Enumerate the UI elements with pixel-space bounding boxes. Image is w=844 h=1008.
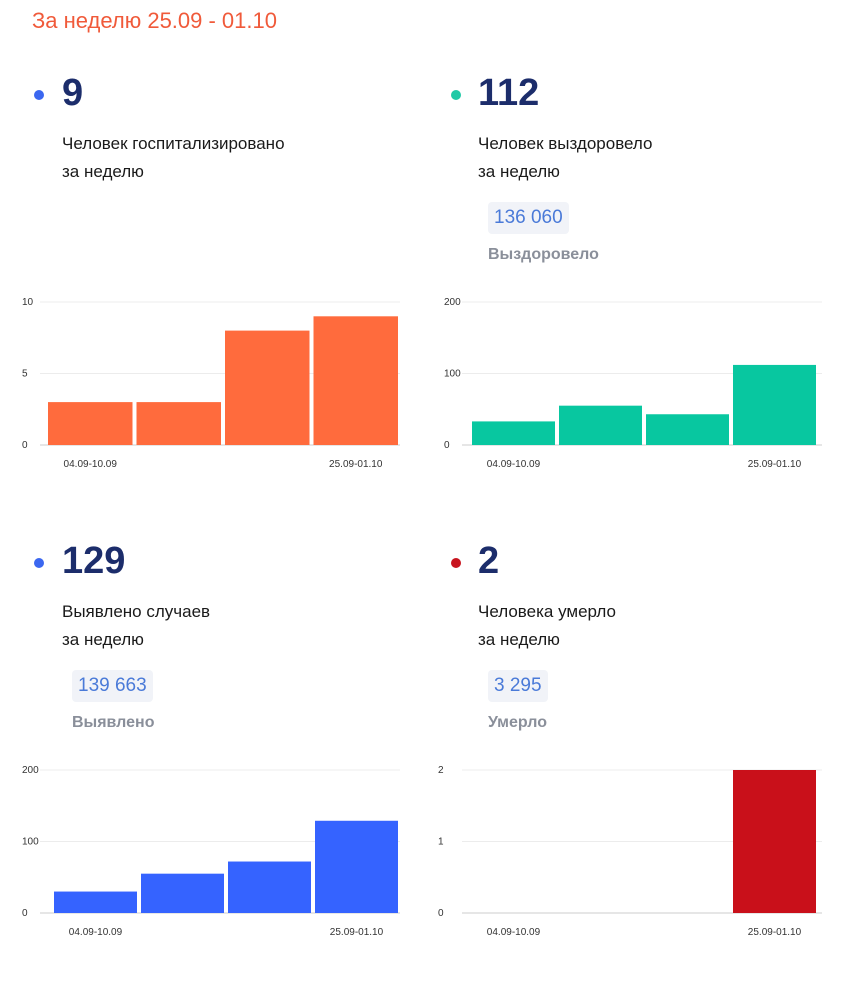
bar bbox=[228, 861, 311, 913]
bar bbox=[472, 421, 555, 445]
y-tick-label: 1 bbox=[438, 837, 444, 848]
stat-description: Человека умерло за неделю bbox=[478, 598, 616, 654]
x-tick-label: 25.09-01.10 bbox=[748, 927, 802, 938]
y-tick-label: 0 bbox=[22, 440, 28, 451]
bar bbox=[225, 330, 310, 445]
stat-panel-hospitalized: 9 Человек госпитализировано за неделю 0 5… bbox=[0, 70, 410, 540]
cumulative-total: 3 295 bbox=[488, 670, 548, 702]
stat-description-line: за неделю bbox=[62, 162, 144, 181]
bar-chart: 0 5 10 04.09-10.09 25.09-01.10 bbox=[22, 297, 400, 470]
y-tick-label: 100 bbox=[22, 837, 39, 848]
series-dot bbox=[34, 90, 44, 100]
stat-description-line: за неделю bbox=[478, 630, 560, 649]
bar-chart: 0 100 200 04.09-10.09 25.09-01.10 bbox=[22, 765, 400, 938]
stat-description-line: за неделю bbox=[478, 162, 560, 181]
period-title: За неделю 25.09 - 01.10 bbox=[32, 8, 277, 33]
stat-description-line: Человек госпитализировано bbox=[62, 134, 285, 153]
stat-description-line: за неделю bbox=[62, 630, 144, 649]
stat-description-line: Человека умерло bbox=[478, 602, 616, 621]
stat-description: Человек выздоровело за неделю bbox=[478, 130, 653, 186]
y-tick-label: 100 bbox=[444, 369, 461, 380]
x-tick-label: 04.09-10.09 bbox=[487, 459, 541, 470]
stat-value: 112 bbox=[478, 72, 540, 114]
cumulative-total: 139 663 bbox=[72, 670, 153, 702]
x-tick-label: 25.09-01.10 bbox=[329, 459, 383, 470]
x-tick-label: 25.09-01.10 bbox=[330, 927, 384, 938]
bar-chart: 0 100 200 04.09-10.09 25.09-01.10 bbox=[444, 297, 822, 470]
bar bbox=[54, 891, 137, 913]
series-dot bbox=[451, 558, 461, 568]
bar bbox=[141, 873, 224, 913]
y-tick-label: 0 bbox=[438, 908, 444, 919]
cumulative-total-label: Умерло bbox=[488, 714, 547, 731]
y-tick-label: 2 bbox=[438, 765, 444, 776]
bar bbox=[559, 405, 642, 445]
x-tick-label: 04.09-10.09 bbox=[69, 927, 123, 938]
stat-description: Выявлено случаев за неделю bbox=[62, 598, 210, 654]
bar bbox=[733, 770, 816, 913]
y-tick-label: 0 bbox=[444, 440, 450, 451]
stat-description-line: Человек выздоровело bbox=[478, 134, 653, 153]
bar-chart: 0 1 2 04.09-10.09 25.09-01.10 bbox=[438, 765, 822, 938]
series-dot bbox=[34, 558, 44, 568]
stat-panel-detected: 129 Выявлено случаев за неделю 139 663 В… bbox=[0, 538, 410, 1008]
cumulative-total: 136 060 bbox=[488, 202, 569, 234]
y-tick-label: 0 bbox=[22, 908, 28, 919]
y-tick-label: 200 bbox=[444, 297, 461, 308]
stat-panel-deaths: 2 Человека умерло за неделю 3 295 Умерло… bbox=[422, 538, 832, 1008]
y-tick-label: 5 bbox=[22, 369, 28, 380]
bar bbox=[48, 402, 133, 445]
x-tick-label: 04.09-10.09 bbox=[64, 459, 118, 470]
y-tick-label: 200 bbox=[22, 765, 39, 776]
y-tick-label: 10 bbox=[22, 297, 34, 308]
stat-value: 129 bbox=[62, 540, 126, 582]
x-tick-label: 04.09-10.09 bbox=[487, 927, 541, 938]
x-tick-label: 25.09-01.10 bbox=[748, 459, 802, 470]
stat-value: 9 bbox=[62, 72, 84, 114]
bar bbox=[136, 402, 221, 445]
bar bbox=[313, 316, 398, 445]
bar bbox=[733, 364, 816, 445]
series-dot bbox=[451, 90, 461, 100]
bar bbox=[315, 820, 398, 913]
bar bbox=[646, 414, 729, 445]
cumulative-total-label: Выздоровело bbox=[488, 246, 599, 263]
cumulative-total-label: Выявлено bbox=[72, 714, 155, 731]
stat-description-line: Выявлено случаев bbox=[62, 602, 211, 621]
stat-panel-recovered: 112 Человек выздоровело за неделю 136 06… bbox=[422, 70, 832, 540]
stat-description: Человек госпитализировано за неделю bbox=[62, 130, 285, 186]
stat-value: 2 bbox=[478, 540, 500, 582]
